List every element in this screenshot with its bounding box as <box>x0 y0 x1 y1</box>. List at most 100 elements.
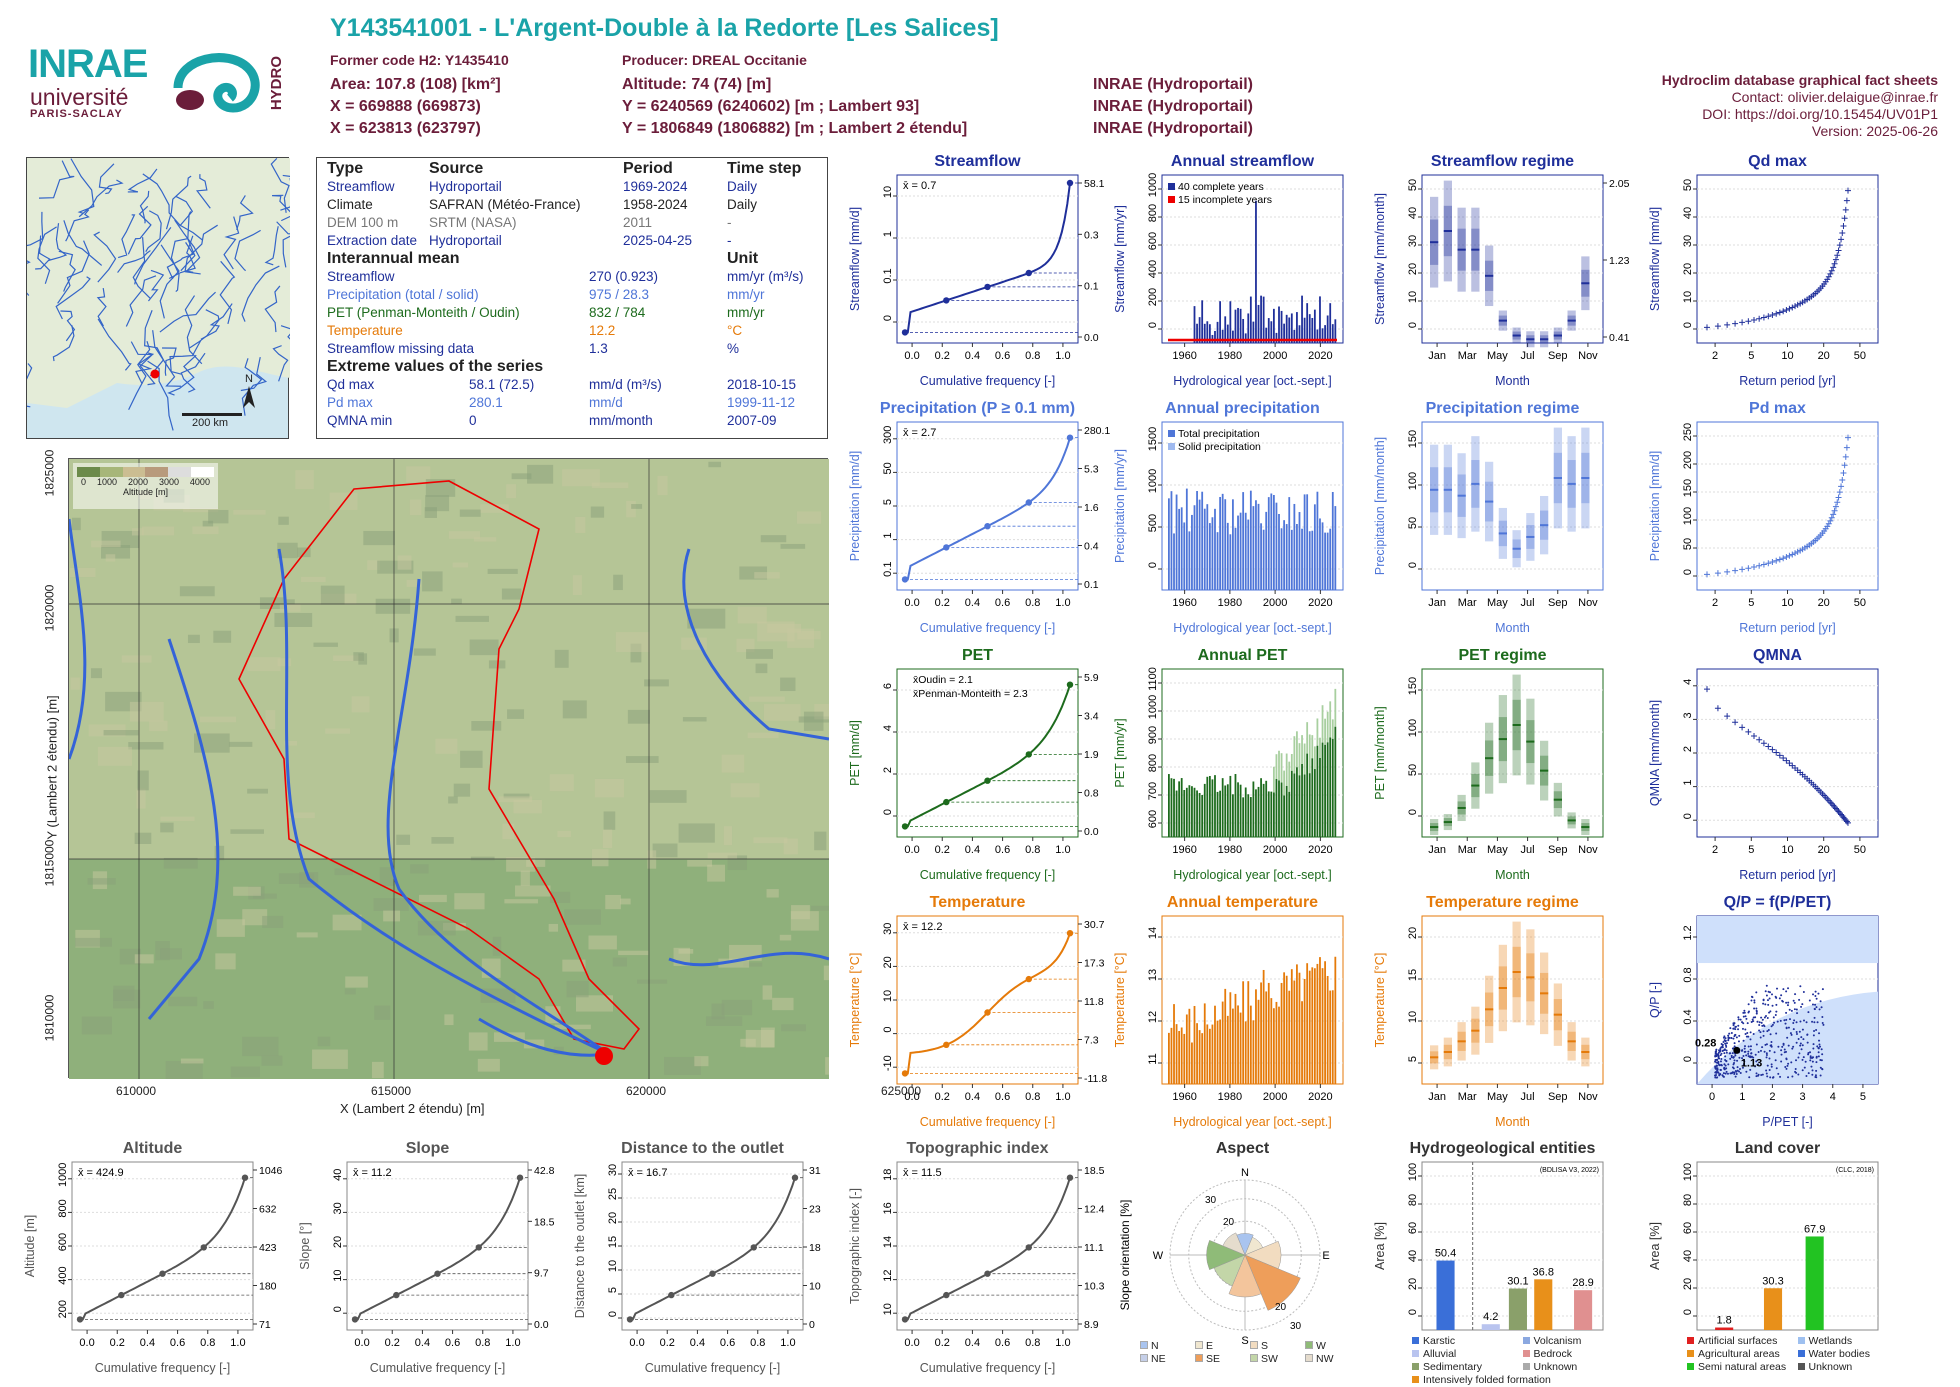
y-tick-label: 20 <box>1407 263 1419 275</box>
annual-bar-pm <box>1290 754 1293 771</box>
direction-label: E <box>1322 1250 1329 1262</box>
y-tick-label: 200 <box>1682 451 1694 469</box>
annual-bar <box>1285 975 1288 1084</box>
x-tick-label: 2020 <box>1308 844 1332 856</box>
return-period-point <box>1769 746 1776 753</box>
chart-pet_regime: PET regime 0 50 100 150 PET [mm/month] Month Ja… <box>1370 647 1635 887</box>
qp-point <box>1815 1029 1818 1032</box>
scale-label: 200 km <box>192 417 229 429</box>
legend-item: NW <box>1305 1353 1360 1366</box>
qp-point <box>1724 1037 1727 1040</box>
legend-label: Solid precipitation <box>1178 441 1261 453</box>
annual-bar <box>1267 982 1270 1084</box>
x-tick-label: May <box>1487 597 1508 609</box>
annual-bar <box>1229 301 1232 343</box>
qp-point <box>1737 1028 1740 1031</box>
y-axis-label: Precipitation [mm/d] <box>1648 451 1662 561</box>
annual-bar <box>1219 1019 1222 1084</box>
x-axis-label: Cumulative frequency [-] <box>920 1361 1055 1375</box>
y-axis-label: PET [mm/d] <box>848 720 862 786</box>
x-tick-label: 0.8 <box>200 1337 215 1349</box>
qp-point <box>1768 1069 1771 1072</box>
annual-bar <box>1278 1006 1280 1084</box>
qp-point <box>1717 1060 1720 1063</box>
qp-point <box>1747 1003 1750 1006</box>
legend-item: W <box>1305 1340 1360 1353</box>
db-doi[interactable]: DOI: https://doi.org/10.15454/UV01P1 <box>1702 106 1938 122</box>
annual-bar-pm <box>1308 734 1311 774</box>
annual-bar <box>1206 321 1209 343</box>
qp-point <box>1722 1040 1725 1043</box>
annual-bar <box>1191 1042 1193 1084</box>
y-lambert2: Y = 1806849 (1806882) [m ; Lambert 2 éte… <box>622 120 968 137</box>
qp-point <box>1717 1057 1720 1060</box>
qp-point <box>1757 1073 1760 1076</box>
quantile-point <box>668 1291 675 1299</box>
annual-bar <box>1257 999 1260 1084</box>
qp-point <box>1724 1059 1727 1062</box>
qp-point <box>1806 1033 1809 1036</box>
annual-bar <box>1180 507 1183 590</box>
chart-pd_max: Pd max 0 50 100 150 200 250 Precipitation [mm/d… <box>1645 400 1910 640</box>
x-tick: 625000 <box>881 1084 922 1098</box>
qp-point <box>1727 1063 1730 1066</box>
river <box>277 548 610 1056</box>
x-tick: 610000 <box>116 1084 157 1098</box>
y-tick-label: 40 <box>1682 207 1694 219</box>
annual-bar <box>1175 790 1178 837</box>
y-tick-label: 30 <box>1407 235 1419 247</box>
qp-point <box>1727 1034 1730 1037</box>
category-value: 4.2 <box>1483 1311 1498 1323</box>
right-tick-label: 18.5 <box>534 1216 555 1228</box>
annual-bar <box>1170 1027 1173 1084</box>
chart-title: Temperature regime <box>1426 894 1579 911</box>
chart-title: Qd max <box>1748 153 1807 170</box>
qp-point <box>1753 1007 1756 1010</box>
qp-point <box>1786 1036 1789 1039</box>
return-period-point <box>1845 187 1851 194</box>
x-tick-label: Mar <box>1458 597 1477 609</box>
qp-point <box>1749 1056 1752 1059</box>
qp-point <box>1805 1075 1808 1078</box>
universite-logo: université <box>30 84 129 110</box>
qp-point <box>1733 1022 1736 1025</box>
y-tick-label: 10 <box>882 990 894 1002</box>
mean-label: x̄ = 12.2 <box>903 921 942 933</box>
return-period-point <box>1745 565 1752 572</box>
y-tick-label: 0 <box>1407 1309 1419 1315</box>
chart-title: Land cover <box>1734 1140 1821 1157</box>
qp-point <box>1747 1050 1750 1053</box>
annual-bar <box>1239 784 1242 837</box>
source-3: INRAE (Hydroportail) <box>1093 120 1253 137</box>
annual-bar <box>1272 792 1275 837</box>
qp-point <box>1770 1025 1773 1028</box>
qp-point <box>1736 1069 1739 1072</box>
y-tick-label: 1 <box>882 231 894 237</box>
annual-bar <box>1226 522 1229 590</box>
qp-point <box>1761 1073 1764 1076</box>
qp-point <box>1743 1045 1746 1048</box>
qp-point <box>1742 1011 1745 1014</box>
annual-bar <box>1239 512 1242 590</box>
y-tick-label: 300 <box>882 426 894 444</box>
x-tick-label: Nov <box>1578 597 1598 609</box>
qp-point <box>1759 1031 1762 1034</box>
qp-point <box>1716 1058 1719 1061</box>
right-tick-label: 10.3 <box>1084 1281 1105 1293</box>
qp-point <box>1744 1028 1747 1031</box>
return-period-point <box>1840 222 1847 229</box>
y-tick-label: 50 <box>882 462 894 474</box>
annual-bar <box>1265 511 1268 590</box>
category-value: 36.8 <box>1533 1266 1554 1278</box>
annual-bar <box>1237 1005 1239 1084</box>
annual-bar <box>1303 317 1306 343</box>
cumulative-curve <box>905 182 1071 334</box>
x-tick-label: Jan <box>1428 597 1446 609</box>
qp-point <box>1767 990 1770 993</box>
legend-item: S <box>1250 1340 1305 1353</box>
qp-point <box>1783 1019 1786 1022</box>
qp-point <box>1754 1053 1757 1056</box>
annual-bar <box>1326 315 1329 343</box>
qp-point <box>1728 1052 1731 1055</box>
qp-point <box>1798 1052 1801 1055</box>
